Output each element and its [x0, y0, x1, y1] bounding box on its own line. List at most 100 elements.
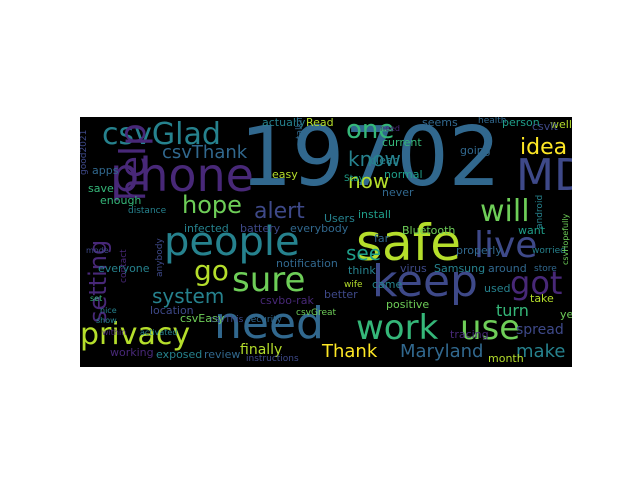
word-virus: virus [400, 262, 427, 275]
word-csvglad: csvGlad [102, 117, 221, 152]
word-tracing: tracing [450, 328, 489, 341]
word-now: now [348, 169, 390, 193]
word-used: used [484, 282, 511, 295]
word-security: security [246, 315, 282, 325]
word-activated: activated [140, 328, 178, 337]
word-anybody: anybody [155, 238, 165, 277]
word-contact: contact [119, 249, 129, 283]
word-live: live [474, 225, 538, 266]
word-health: health [478, 117, 507, 126]
word-csvbo-rak: csvbo-rak [260, 294, 314, 307]
word-working: working [110, 346, 154, 359]
word-sure: sure [232, 260, 306, 300]
word-csvhopefully: csvHopefully [561, 213, 570, 265]
word-people: people [164, 219, 300, 265]
word-bluetooth: Bluetooth [402, 224, 456, 237]
word-need: need [214, 298, 324, 349]
word-finally: finally [240, 342, 283, 358]
word-go: go [194, 254, 229, 287]
word-never: never [382, 186, 414, 199]
word-stay: Stay [344, 174, 365, 184]
word-good2021: good2021 [80, 129, 89, 175]
word-csveasy: csvEasy [180, 312, 225, 325]
word-need-small: need [380, 124, 400, 133]
word-seems: seems [422, 117, 458, 129]
word-keep: keep [372, 256, 478, 307]
word-properly: properly [456, 244, 502, 257]
word-everybody: everybody [290, 222, 349, 235]
word-turn: turn [496, 301, 529, 320]
word-better: better [324, 288, 358, 301]
word-far: far [374, 232, 390, 245]
word-hope: hope [182, 191, 242, 219]
word-csvthank: csvThank [162, 142, 248, 163]
word-store: store [534, 264, 557, 274]
word-system: system [152, 284, 225, 308]
word-users: Users [324, 212, 355, 225]
word-normal: normal [384, 168, 423, 181]
word-well: well [550, 118, 572, 131]
word-think: think [348, 264, 376, 277]
word-battery: battery [240, 222, 281, 235]
word-nice: nice [100, 306, 117, 315]
word-maryland: Maryland [400, 341, 484, 362]
word-19702: 19702 [240, 117, 501, 205]
word-alert: alert [254, 199, 305, 224]
word-everyone: everyone [98, 262, 150, 275]
word-apps: apps [92, 164, 119, 177]
word-distance: distance [128, 206, 167, 216]
word-md: MD [516, 150, 572, 201]
word-infected: infected [184, 222, 229, 235]
word-privacy: privacy [80, 317, 191, 352]
word-android: android [535, 194, 545, 229]
word-month: month [488, 352, 524, 365]
word-read: Read [306, 117, 334, 129]
word-idea: idea [520, 135, 568, 160]
word-talking: talking [295, 117, 305, 139]
word-location: location [150, 304, 194, 317]
word-csvit: csvIt [532, 120, 558, 133]
word-show: show [96, 316, 117, 325]
word-cloud: 19702 MD phone safe keep people need wor… [80, 117, 572, 367]
word-see: see [346, 241, 382, 265]
word-going: going [460, 144, 491, 157]
word-positive: positive [386, 298, 430, 311]
word-use: use [460, 308, 521, 348]
word-actually: actually [262, 117, 306, 129]
word-mode: mode [86, 246, 109, 255]
word-help: help [113, 123, 154, 201]
word-current: current [382, 136, 422, 149]
word-around: around [488, 262, 527, 275]
word-wife: wife [344, 280, 363, 290]
word-got: got [510, 264, 563, 302]
word-thank: Thank [322, 341, 378, 362]
word-enough: enough [100, 194, 142, 207]
word-safe: safe [356, 214, 462, 272]
word-one: one [346, 117, 395, 145]
word-samsung: Samsung [434, 262, 486, 275]
word-worried: worried [532, 246, 566, 256]
word-csvthis: csvThis [210, 315, 244, 325]
word-clear: clear [370, 154, 398, 167]
word-want: want [518, 224, 546, 237]
word-work: work [356, 308, 439, 348]
word-know: know [348, 147, 401, 171]
word-will: will [480, 194, 530, 229]
word-notification: notification [276, 257, 338, 270]
word-person: person [502, 117, 540, 129]
word-yet: yet [560, 308, 572, 321]
word-save: save [88, 182, 114, 195]
word-phone: phone [110, 148, 254, 202]
word-came: came [372, 278, 403, 291]
word-easy: easy [272, 168, 298, 181]
word-instructions: instructions [246, 354, 299, 364]
word-make: make [516, 341, 566, 362]
word-spread: spread [516, 322, 564, 338]
word-csvgreat: csvGreat [296, 308, 337, 318]
word-take: take [530, 292, 554, 305]
word-set: set [90, 294, 103, 303]
word-install: install [358, 208, 391, 221]
word-within: within [102, 328, 127, 337]
word-exposed: exposed [156, 348, 203, 361]
word-review: review [204, 348, 241, 361]
